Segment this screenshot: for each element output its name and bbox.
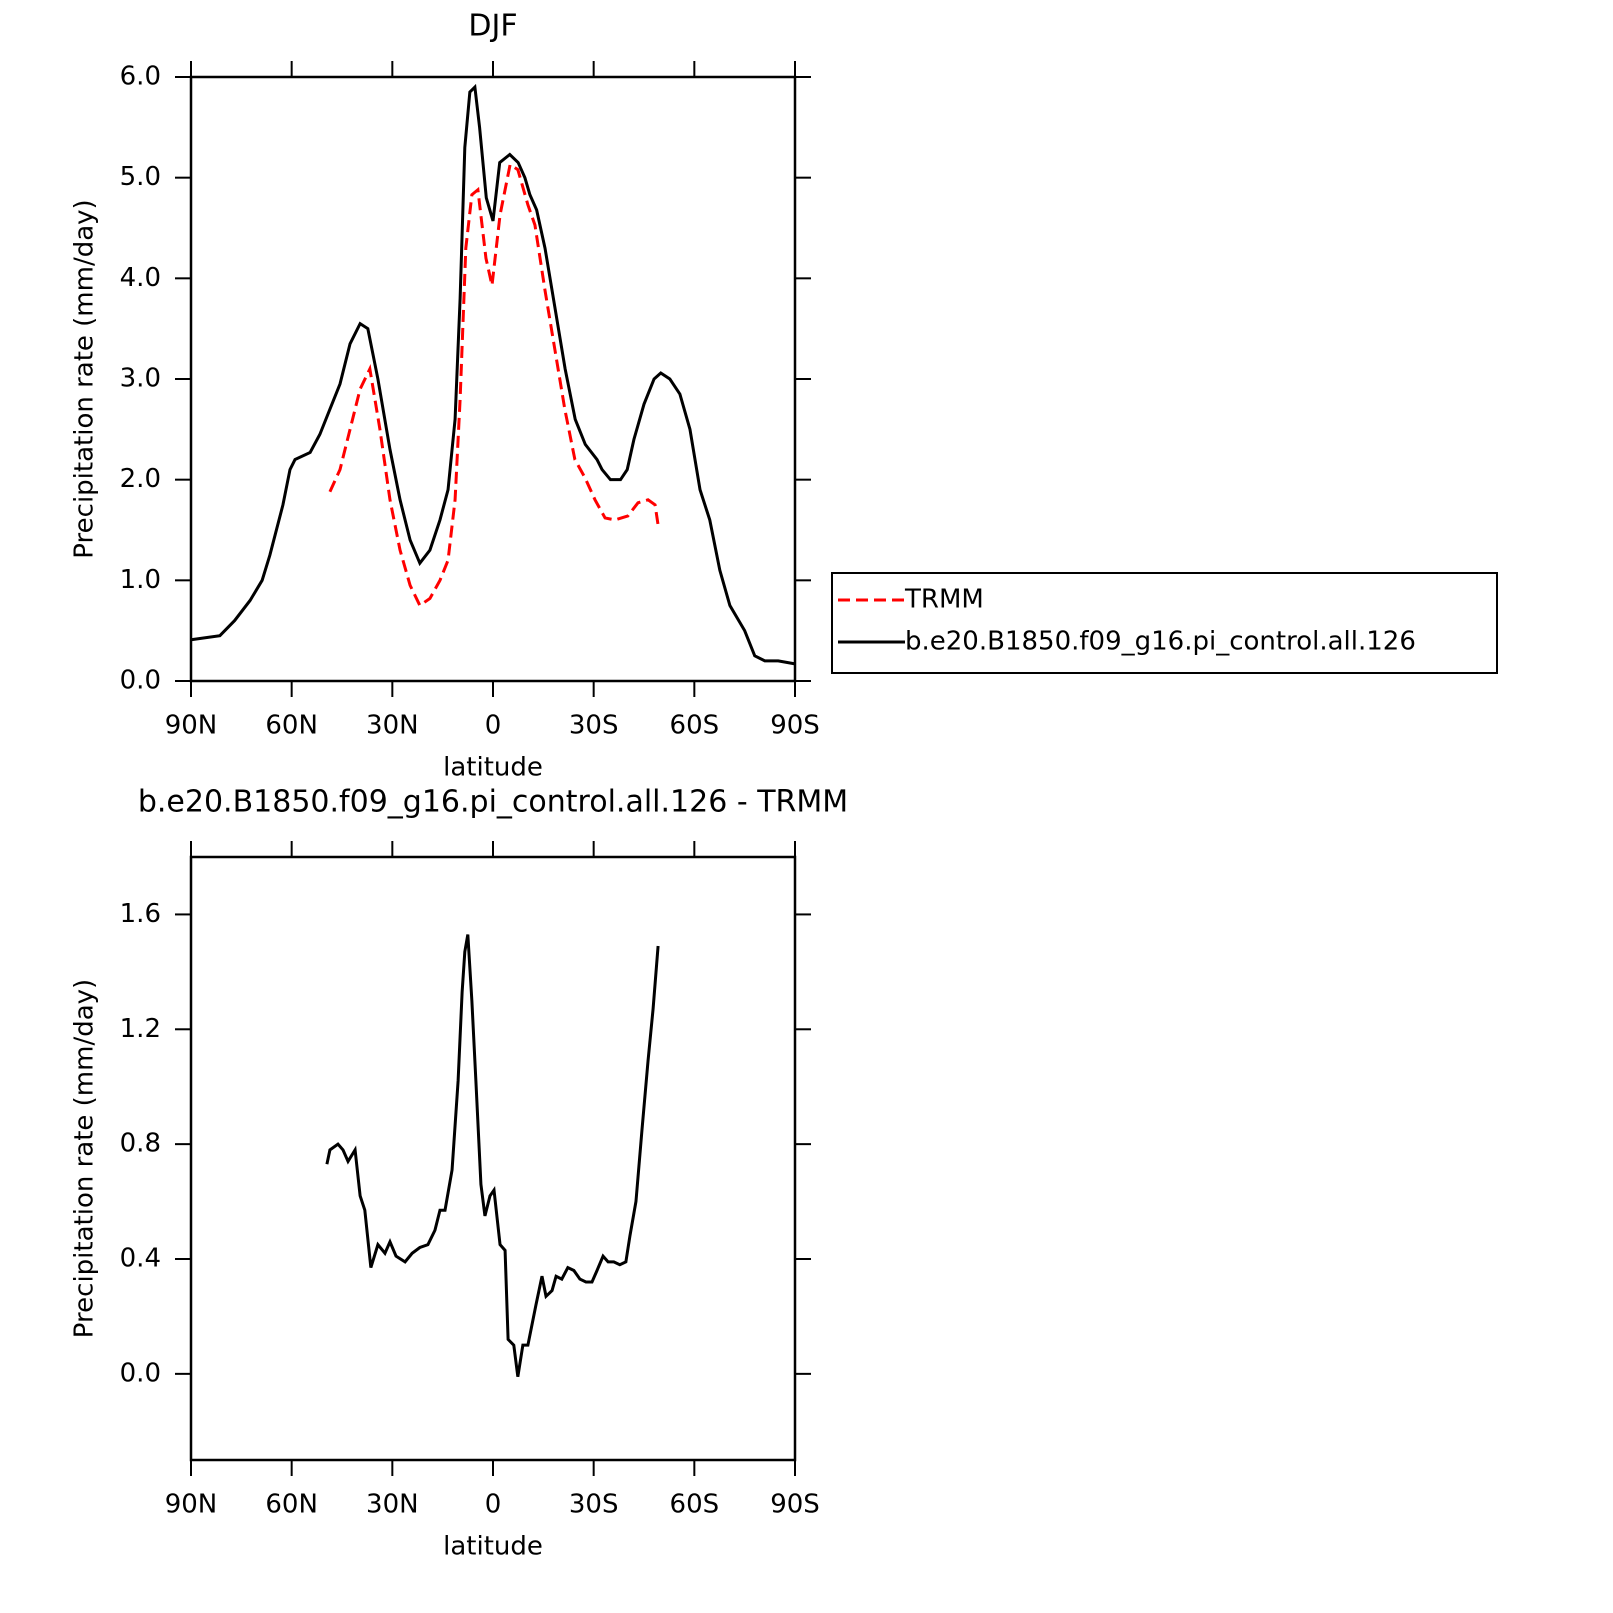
y-tick-label: 0.4 — [120, 1244, 161, 1274]
x-axis-label: latitude — [443, 753, 543, 783]
x-tick-label: 30N — [366, 711, 419, 741]
x-tick-label: 30S — [569, 1490, 619, 1520]
data-line — [190, 83, 796, 666]
y-tick-label: 6.0 — [120, 62, 161, 92]
y-tick-label: 0.0 — [120, 1358, 161, 1388]
x-tick-label: 0 — [485, 1490, 502, 1520]
y-axis-label: Precipitation rate (mm/day) — [70, 979, 100, 1338]
x-tick-label: 60S — [670, 711, 720, 741]
chart-title: b.e20.B1850.f09_g16.pi_control.all.126 -… — [138, 785, 848, 820]
x-tick-label: 0 — [485, 711, 502, 741]
x-tick-label: 60N — [265, 1490, 318, 1520]
data-line — [328, 162, 660, 608]
legend-box — [831, 572, 1498, 674]
chart-title: DJF — [468, 9, 517, 44]
x-tick-label: 90N — [165, 1490, 218, 1520]
y-tick-label: 4.0 — [120, 263, 161, 293]
y-tick-label: 3.0 — [120, 364, 161, 394]
x-tick-label: 30N — [366, 1490, 419, 1520]
y-tick-label: 5.0 — [120, 162, 161, 192]
x-tick-label: 90N — [165, 711, 218, 741]
y-tick-label: 2.0 — [120, 464, 161, 494]
y-tick-label: 0.8 — [120, 1129, 161, 1159]
x-axis-label: latitude — [443, 1532, 543, 1562]
x-tick-label: 90S — [770, 1490, 820, 1520]
y-tick-label: 1.6 — [120, 899, 161, 929]
x-tick-label: 90S — [770, 711, 820, 741]
y-tick-label: 1.0 — [120, 565, 161, 595]
legend-label: TRMM — [904, 585, 984, 615]
x-tick-label: 30S — [569, 711, 619, 741]
legend-label: b.e20.B1850.f09_g16.pi_control.all.126 — [905, 627, 1416, 657]
y-tick-label: 0.0 — [120, 666, 161, 696]
x-tick-label: 60S — [670, 1490, 720, 1520]
data-line — [325, 934, 660, 1377]
plot-frame — [189, 855, 797, 1462]
plot-frame — [189, 75, 797, 683]
y-axis-label: Precipitation rate (mm/day) — [70, 199, 100, 558]
y-tick-label: 1.2 — [120, 1014, 161, 1044]
x-tick-label: 60N — [265, 711, 318, 741]
